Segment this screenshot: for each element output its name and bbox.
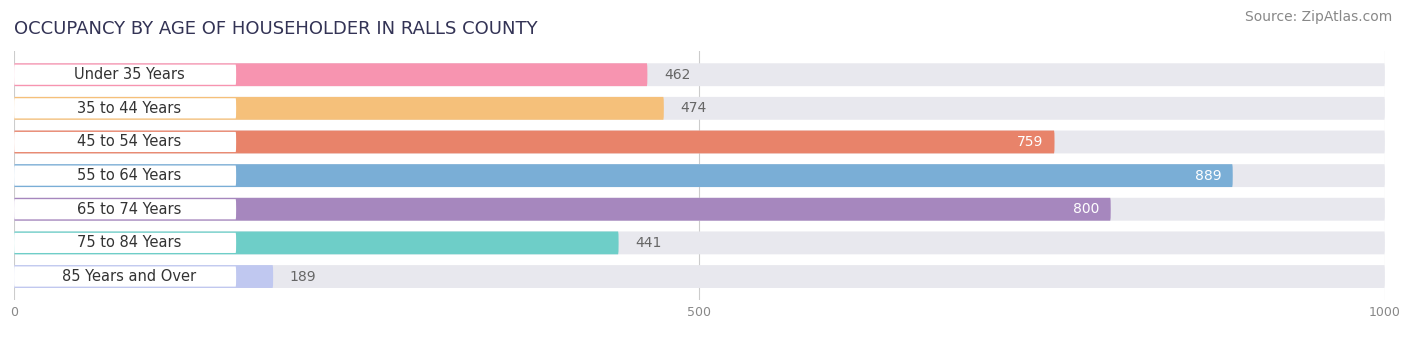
FancyBboxPatch shape (14, 198, 1385, 221)
FancyBboxPatch shape (14, 131, 1385, 153)
Text: 889: 889 (1195, 168, 1222, 183)
FancyBboxPatch shape (14, 232, 1385, 254)
Text: 800: 800 (1073, 202, 1099, 216)
Text: 75 to 84 Years: 75 to 84 Years (77, 235, 181, 250)
FancyBboxPatch shape (14, 233, 236, 253)
Text: Under 35 Years: Under 35 Years (75, 67, 186, 82)
FancyBboxPatch shape (14, 63, 647, 86)
FancyBboxPatch shape (14, 132, 236, 152)
FancyBboxPatch shape (14, 164, 1233, 187)
Text: 462: 462 (664, 68, 690, 82)
FancyBboxPatch shape (14, 98, 236, 118)
Text: 85 Years and Over: 85 Years and Over (62, 269, 197, 284)
FancyBboxPatch shape (14, 198, 1111, 221)
FancyBboxPatch shape (14, 64, 236, 85)
FancyBboxPatch shape (14, 265, 273, 288)
Text: 474: 474 (681, 101, 707, 115)
FancyBboxPatch shape (14, 165, 236, 186)
FancyBboxPatch shape (14, 164, 1385, 187)
Text: 45 to 54 Years: 45 to 54 Years (77, 134, 181, 149)
FancyBboxPatch shape (14, 131, 1054, 153)
FancyBboxPatch shape (14, 232, 619, 254)
Text: 759: 759 (1017, 135, 1043, 149)
Text: 441: 441 (636, 236, 661, 250)
Text: OCCUPANCY BY AGE OF HOUSEHOLDER IN RALLS COUNTY: OCCUPANCY BY AGE OF HOUSEHOLDER IN RALLS… (14, 20, 537, 39)
FancyBboxPatch shape (14, 265, 1385, 288)
Text: 189: 189 (290, 269, 316, 283)
FancyBboxPatch shape (14, 266, 236, 287)
Text: 55 to 64 Years: 55 to 64 Years (77, 168, 181, 183)
Text: 65 to 74 Years: 65 to 74 Years (77, 202, 181, 217)
FancyBboxPatch shape (14, 63, 1385, 86)
FancyBboxPatch shape (14, 199, 236, 219)
Text: Source: ZipAtlas.com: Source: ZipAtlas.com (1244, 10, 1392, 24)
FancyBboxPatch shape (14, 97, 664, 120)
FancyBboxPatch shape (14, 97, 1385, 120)
Text: 35 to 44 Years: 35 to 44 Years (77, 101, 181, 116)
